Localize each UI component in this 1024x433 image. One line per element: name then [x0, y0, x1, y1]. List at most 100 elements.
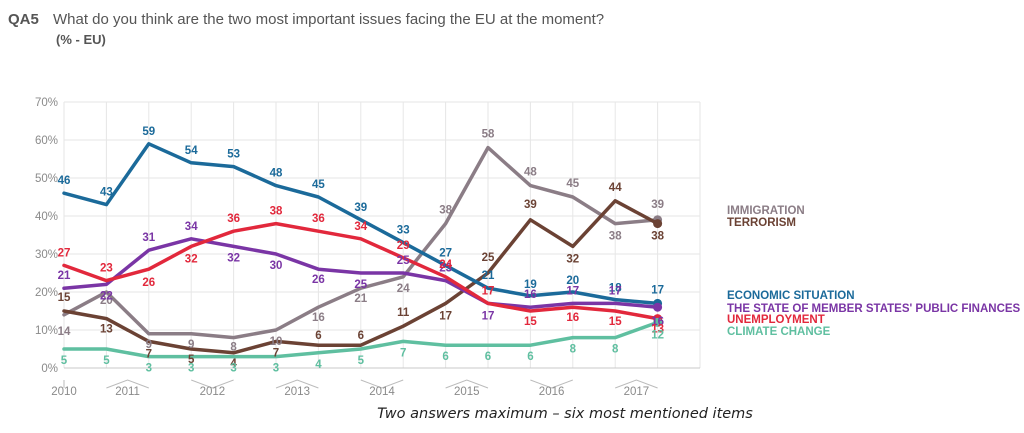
data-label: 7 [146, 348, 152, 360]
data-label: 34 [354, 221, 367, 233]
data-label: 6 [442, 351, 448, 363]
series-line [62, 320, 660, 359]
series-end-marker [653, 317, 663, 327]
data-label: 5 [61, 355, 68, 367]
data-label: 36 [227, 213, 240, 225]
data-label: 3 [230, 363, 236, 375]
x-tick-label: 2012 [200, 386, 226, 398]
data-label: 23 [100, 263, 113, 275]
data-label: 38 [609, 231, 622, 243]
series-line [62, 142, 660, 306]
data-label: 17 [482, 310, 495, 322]
x-tick-label: 2011 [115, 386, 140, 398]
x-bracket [106, 379, 149, 389]
data-label: 6 [358, 330, 364, 342]
data-label: 48 [270, 168, 283, 180]
data-label: 19 [524, 279, 537, 291]
series-end-marker [653, 219, 663, 229]
data-label: 39 [651, 199, 664, 211]
x-bracket [360, 379, 404, 389]
data-label: 24 [397, 283, 410, 295]
data-label: 15 [58, 292, 71, 304]
data-label: 59 [142, 126, 155, 138]
x-bracket [191, 379, 234, 389]
data-label: 44 [609, 182, 622, 194]
series-line [62, 221, 660, 321]
footnote: Two answers maximum – six most mentioned… [377, 406, 753, 422]
data-label: 22 [100, 290, 113, 302]
data-label: 16 [524, 289, 537, 301]
data-label: 45 [312, 179, 325, 191]
data-label: 5 [103, 355, 110, 367]
data-label: 54 [185, 145, 198, 157]
data-label: 34 [185, 221, 198, 233]
data-label: 25 [482, 252, 495, 264]
gridlines [63, 101, 701, 368]
data-label: 32 [185, 253, 198, 265]
data-label: 26 [142, 277, 155, 289]
series-name-label: UNEMPLOYMENT [727, 314, 825, 326]
data-label: 8 [612, 344, 619, 356]
data-label: 17 [566, 285, 579, 297]
x-tick-label: 2013 [284, 386, 310, 398]
data-label: 16 [566, 312, 579, 324]
chart-subtitle: (% - EU) [56, 32, 106, 47]
data-label: 18 [609, 283, 622, 295]
data-label: 15 [609, 316, 622, 328]
data-label: 3 [188, 363, 194, 375]
data-label: 9 [146, 339, 152, 351]
data-label: 5 [358, 355, 365, 367]
data-label: 27 [439, 247, 452, 259]
data-label: 25 [354, 279, 367, 291]
data-label: 38 [651, 231, 664, 243]
y-tick-label: 60% [35, 135, 58, 147]
data-label: 12 [651, 329, 664, 341]
series-name-label: CLIMATE CHANGE [727, 326, 831, 338]
data-label: 17 [609, 285, 622, 297]
x-tick-label: 2010 [51, 386, 77, 398]
data-label: 13 [100, 324, 113, 336]
data-label: 45 [566, 178, 579, 190]
data-label: 17 [439, 310, 452, 322]
data-label: 32 [227, 252, 240, 264]
y-tick-label: 30% [35, 249, 58, 261]
data-label: 17 [651, 284, 664, 296]
data-label: 36 [312, 213, 325, 225]
data-label: 13 [651, 324, 664, 336]
data-label: 26 [312, 274, 325, 286]
series-lines [62, 142, 663, 359]
data-label: 7 [400, 347, 406, 359]
data-label: 23 [439, 263, 452, 275]
series-name-label: TERRORISM [727, 217, 796, 229]
y-tick-label: 70% [35, 97, 58, 109]
data-label: 58 [482, 129, 495, 141]
data-label: 46 [58, 175, 71, 187]
data-label: 48 [524, 167, 537, 179]
data-label: 9 [188, 339, 194, 351]
data-label: 14 [58, 326, 71, 338]
data-label: 4 [315, 359, 322, 371]
data-label: 25 [397, 255, 410, 267]
data-label: 38 [439, 205, 452, 217]
series-line [62, 237, 660, 309]
x-bracket [530, 379, 573, 389]
chart-title: What do you think are the two most impor… [53, 11, 604, 28]
x-bracket [275, 379, 319, 389]
series-end-marker [653, 302, 663, 312]
series-name-label: THE STATE OF MEMBER STATES' PUBLIC FINAN… [727, 303, 1021, 315]
data-label: 3 [146, 363, 152, 375]
data-label: 5 [188, 354, 195, 366]
x-tick-label: 2017 [624, 386, 650, 398]
data-label: 11 [397, 307, 410, 319]
data-label: 10 [270, 336, 283, 348]
series-name-label: IMMIGRATION [727, 205, 805, 217]
data-label: 21 [482, 270, 495, 282]
question-code: QA5 [8, 11, 39, 28]
x-tick-label: 2014 [369, 386, 395, 398]
data-label: 16 [651, 316, 664, 328]
y-tick-label: 20% [35, 287, 58, 299]
axes: 0%10%20%30%40%50%60%70%2010 2011 2012 2013 2… [35, 97, 700, 398]
x-bracket [445, 379, 489, 389]
